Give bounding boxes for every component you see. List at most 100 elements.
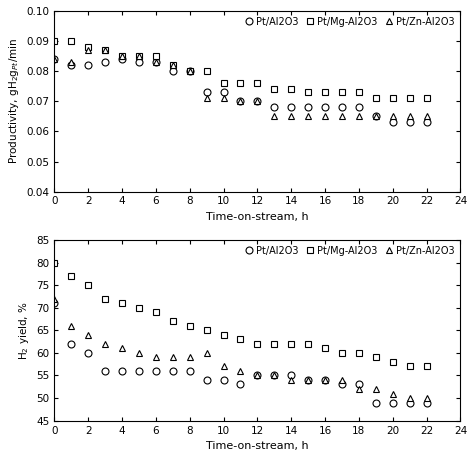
Pt/Al2O3 bbox=[102, 368, 108, 374]
Pt/Mg-Al2O3 bbox=[424, 364, 429, 369]
Pt/Mg-Al2O3 bbox=[373, 354, 379, 360]
Pt/Mg-Al2O3 bbox=[85, 44, 91, 50]
Pt/Al2O3 bbox=[305, 104, 311, 110]
Pt/Zn-Al2O3 bbox=[187, 354, 192, 360]
Pt/Mg-Al2O3 bbox=[68, 273, 74, 279]
Pt/Al2O3 bbox=[288, 104, 294, 110]
Pt/Zn-Al2O3 bbox=[373, 114, 379, 119]
Pt/Al2O3 bbox=[85, 350, 91, 355]
Pt/Al2O3 bbox=[136, 60, 142, 65]
Pt/Al2O3 bbox=[407, 120, 412, 125]
Pt/Zn-Al2O3 bbox=[85, 332, 91, 338]
Pt/Al2O3 bbox=[255, 373, 260, 378]
Pt/Mg-Al2O3 bbox=[187, 68, 192, 74]
Legend: Pt/Al2O3, Pt/Mg-Al2O3, Pt/Zn-Al2O3: Pt/Al2O3, Pt/Mg-Al2O3, Pt/Zn-Al2O3 bbox=[243, 243, 457, 259]
Pt/Zn-Al2O3 bbox=[221, 96, 227, 101]
Pt/Mg-Al2O3 bbox=[85, 283, 91, 288]
Pt/Al2O3 bbox=[322, 104, 328, 110]
Pt/Mg-Al2O3 bbox=[255, 341, 260, 347]
Line: Pt/Zn-Al2O3: Pt/Zn-Al2O3 bbox=[51, 295, 430, 402]
Pt/Mg-Al2O3 bbox=[255, 81, 260, 86]
Pt/Mg-Al2O3 bbox=[102, 296, 108, 301]
Pt/Mg-Al2O3 bbox=[373, 96, 379, 101]
Pt/Zn-Al2O3 bbox=[356, 114, 362, 119]
Pt/Zn-Al2O3 bbox=[136, 350, 142, 355]
Pt/Al2O3 bbox=[424, 400, 429, 405]
Pt/Zn-Al2O3 bbox=[373, 386, 379, 392]
Pt/Zn-Al2O3 bbox=[68, 60, 74, 65]
Pt/Mg-Al2O3 bbox=[170, 318, 176, 324]
Pt/Zn-Al2O3 bbox=[153, 60, 159, 65]
Pt/Zn-Al2O3 bbox=[390, 391, 396, 396]
Pt/Mg-Al2O3 bbox=[221, 81, 227, 86]
Pt/Mg-Al2O3 bbox=[305, 341, 311, 347]
Pt/Zn-Al2O3 bbox=[52, 56, 57, 62]
Pt/Al2O3 bbox=[373, 400, 379, 405]
Pt/Al2O3 bbox=[119, 56, 125, 62]
Pt/Zn-Al2O3 bbox=[237, 98, 243, 104]
Pt/Al2O3 bbox=[272, 373, 277, 378]
Pt/Zn-Al2O3 bbox=[187, 68, 192, 74]
Pt/Mg-Al2O3 bbox=[272, 87, 277, 92]
Pt/Mg-Al2O3 bbox=[305, 89, 311, 95]
Pt/Mg-Al2O3 bbox=[390, 96, 396, 101]
Legend: Pt/Al2O3, Pt/Mg-Al2O3, Pt/Zn-Al2O3: Pt/Al2O3, Pt/Mg-Al2O3, Pt/Zn-Al2O3 bbox=[243, 14, 457, 30]
Pt/Al2O3 bbox=[356, 382, 362, 387]
Pt/Zn-Al2O3 bbox=[68, 323, 74, 328]
Pt/Al2O3 bbox=[373, 114, 379, 119]
Pt/Zn-Al2O3 bbox=[153, 354, 159, 360]
Pt/Zn-Al2O3 bbox=[52, 296, 57, 301]
Pt/Zn-Al2O3 bbox=[305, 377, 311, 383]
Pt/Mg-Al2O3 bbox=[288, 341, 294, 347]
Pt/Mg-Al2O3 bbox=[356, 350, 362, 355]
Pt/Mg-Al2O3 bbox=[424, 96, 429, 101]
Pt/Mg-Al2O3 bbox=[288, 87, 294, 92]
Pt/Mg-Al2O3 bbox=[187, 323, 192, 328]
Pt/Zn-Al2O3 bbox=[322, 377, 328, 383]
Pt/Zn-Al2O3 bbox=[170, 62, 176, 68]
Pt/Al2O3 bbox=[170, 68, 176, 74]
Pt/Al2O3 bbox=[52, 56, 57, 62]
Pt/Mg-Al2O3 bbox=[221, 332, 227, 338]
Pt/Mg-Al2O3 bbox=[153, 310, 159, 315]
Pt/Zn-Al2O3 bbox=[255, 98, 260, 104]
Pt/Al2O3 bbox=[272, 104, 277, 110]
Pt/Al2O3 bbox=[255, 98, 260, 104]
Pt/Zn-Al2O3 bbox=[339, 377, 345, 383]
Pt/Mg-Al2O3 bbox=[136, 305, 142, 311]
Pt/Al2O3 bbox=[68, 62, 74, 68]
Line: Pt/Al2O3: Pt/Al2O3 bbox=[51, 300, 430, 406]
Pt/Al2O3 bbox=[204, 89, 210, 95]
Pt/Zn-Al2O3 bbox=[204, 96, 210, 101]
Pt/Zn-Al2O3 bbox=[204, 350, 210, 355]
Pt/Zn-Al2O3 bbox=[272, 114, 277, 119]
Pt/Mg-Al2O3 bbox=[339, 89, 345, 95]
Pt/Zn-Al2O3 bbox=[119, 54, 125, 59]
Pt/Mg-Al2O3 bbox=[339, 350, 345, 355]
Pt/Mg-Al2O3 bbox=[119, 54, 125, 59]
Pt/Zn-Al2O3 bbox=[136, 54, 142, 59]
Pt/Al2O3 bbox=[204, 377, 210, 383]
Pt/Al2O3 bbox=[187, 368, 192, 374]
Pt/Al2O3 bbox=[390, 400, 396, 405]
Pt/Mg-Al2O3 bbox=[170, 62, 176, 68]
Pt/Zn-Al2O3 bbox=[339, 114, 345, 119]
Pt/Al2O3 bbox=[221, 89, 227, 95]
Pt/Al2O3 bbox=[153, 368, 159, 374]
Pt/Al2O3 bbox=[119, 368, 125, 374]
Pt/Al2O3 bbox=[85, 62, 91, 68]
Pt/Mg-Al2O3 bbox=[52, 38, 57, 44]
Pt/Mg-Al2O3 bbox=[322, 89, 328, 95]
Pt/Zn-Al2O3 bbox=[407, 395, 412, 401]
Line: Pt/Zn-Al2O3: Pt/Zn-Al2O3 bbox=[51, 47, 430, 120]
Pt/Al2O3 bbox=[407, 400, 412, 405]
Pt/Mg-Al2O3 bbox=[102, 47, 108, 53]
Pt/Al2O3 bbox=[136, 368, 142, 374]
Pt/Al2O3 bbox=[187, 68, 192, 74]
Pt/Mg-Al2O3 bbox=[52, 260, 57, 265]
Line: Pt/Mg-Al2O3: Pt/Mg-Al2O3 bbox=[51, 259, 430, 370]
Pt/Zn-Al2O3 bbox=[390, 114, 396, 119]
Pt/Mg-Al2O3 bbox=[407, 364, 412, 369]
Pt/Mg-Al2O3 bbox=[407, 96, 412, 101]
Pt/Mg-Al2O3 bbox=[272, 341, 277, 347]
